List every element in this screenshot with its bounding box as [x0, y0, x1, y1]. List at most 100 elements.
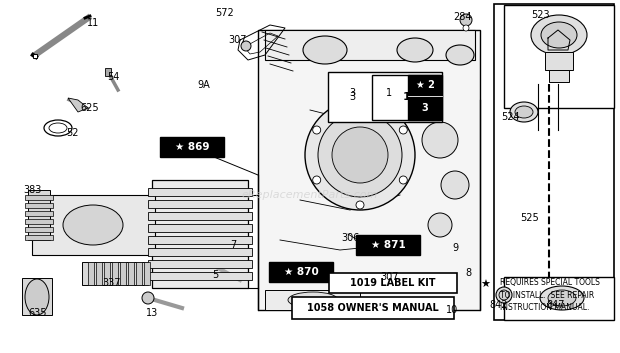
Circle shape	[356, 101, 364, 109]
Text: 306: 306	[341, 233, 359, 243]
Bar	[329, 273, 457, 293]
Circle shape	[332, 127, 388, 183]
Bar	[25, 203, 53, 208]
Bar	[265, 30, 475, 60]
Text: 842: 842	[490, 300, 508, 310]
Circle shape	[356, 201, 364, 209]
Text: eReplacementParts.com: eReplacementParts.com	[242, 190, 378, 200]
Ellipse shape	[540, 286, 584, 310]
Bar	[148, 188, 252, 196]
Bar	[549, 70, 569, 82]
Text: 5: 5	[212, 270, 218, 280]
Text: 52: 52	[66, 128, 78, 138]
Bar	[112, 262, 118, 285]
Text: REQUIRES SPECIAL TOOLS
TO INSTALL.  SEE REPAIR
INSTRUCTION MANUAL.: REQUIRES SPECIAL TOOLS TO INSTALL. SEE R…	[500, 278, 600, 312]
Text: 523: 523	[531, 10, 549, 20]
Ellipse shape	[63, 205, 123, 245]
Circle shape	[441, 171, 469, 199]
Bar	[148, 200, 252, 208]
Bar	[25, 219, 53, 224]
Bar	[120, 262, 126, 285]
Ellipse shape	[515, 106, 533, 118]
Circle shape	[312, 126, 321, 134]
Text: 13: 13	[146, 308, 158, 318]
Circle shape	[305, 100, 415, 210]
Bar	[356, 235, 420, 255]
Text: 10: 10	[446, 305, 458, 315]
Bar	[32, 195, 155, 255]
Ellipse shape	[288, 292, 338, 308]
Bar	[408, 75, 442, 120]
Text: 54: 54	[107, 72, 119, 82]
Bar	[128, 262, 134, 285]
Ellipse shape	[446, 45, 474, 65]
Text: 3: 3	[422, 103, 428, 113]
Text: 3: 3	[349, 92, 355, 102]
Ellipse shape	[44, 120, 72, 136]
Text: ★ 870: ★ 870	[283, 267, 319, 277]
Ellipse shape	[25, 279, 49, 315]
Text: 572: 572	[216, 8, 234, 18]
Circle shape	[318, 113, 402, 197]
Text: 525: 525	[521, 213, 539, 223]
Text: 307: 307	[229, 35, 247, 45]
Circle shape	[499, 290, 509, 300]
Bar	[25, 235, 53, 240]
Text: 9: 9	[452, 243, 458, 253]
Bar	[136, 262, 142, 285]
Bar	[148, 212, 252, 220]
Circle shape	[460, 14, 472, 26]
Text: 3: 3	[349, 88, 355, 98]
Bar	[82, 262, 148, 285]
Text: 337: 337	[103, 278, 122, 288]
Text: 1058 OWNER'S MANUAL: 1058 OWNER'S MANUAL	[307, 303, 439, 313]
Bar	[258, 30, 480, 310]
Bar	[269, 262, 333, 282]
Circle shape	[422, 122, 458, 158]
Text: 9A: 9A	[198, 80, 210, 90]
Text: 307: 307	[381, 272, 399, 282]
Bar	[28, 190, 50, 240]
Text: ★ 869: ★ 869	[175, 142, 210, 152]
Polygon shape	[68, 98, 88, 112]
Bar	[96, 262, 102, 285]
Text: ★ 871: ★ 871	[371, 240, 405, 250]
Text: ★ 2: ★ 2	[415, 80, 435, 90]
Ellipse shape	[49, 123, 67, 133]
Ellipse shape	[541, 22, 577, 48]
Text: 1019 LABEL KIT: 1019 LABEL KIT	[350, 278, 436, 288]
Bar	[144, 262, 150, 285]
Bar	[148, 272, 252, 280]
Bar	[372, 75, 440, 120]
Bar	[545, 52, 573, 70]
Circle shape	[142, 292, 154, 304]
Bar	[160, 137, 224, 157]
Ellipse shape	[397, 38, 433, 62]
Circle shape	[241, 41, 251, 51]
Circle shape	[428, 213, 452, 237]
Bar	[148, 248, 252, 256]
Bar	[292, 297, 454, 319]
Bar	[88, 262, 94, 285]
Text: 847: 847	[547, 300, 565, 310]
Bar	[25, 211, 53, 216]
Text: 1: 1	[386, 88, 392, 98]
Text: 524: 524	[501, 112, 520, 122]
Text: 1: 1	[403, 92, 411, 102]
Bar	[494, 4, 614, 320]
Circle shape	[463, 25, 469, 31]
Text: 11: 11	[87, 18, 99, 28]
Bar	[22, 278, 52, 315]
Bar	[328, 72, 442, 122]
Bar	[148, 260, 252, 268]
Bar	[504, 5, 614, 108]
Ellipse shape	[510, 102, 538, 122]
Ellipse shape	[303, 36, 347, 64]
Circle shape	[399, 176, 407, 184]
Bar	[148, 236, 252, 244]
Bar	[504, 277, 614, 320]
Text: 284: 284	[453, 12, 471, 22]
Bar	[25, 227, 53, 232]
Circle shape	[399, 126, 407, 134]
Bar	[105, 68, 111, 76]
